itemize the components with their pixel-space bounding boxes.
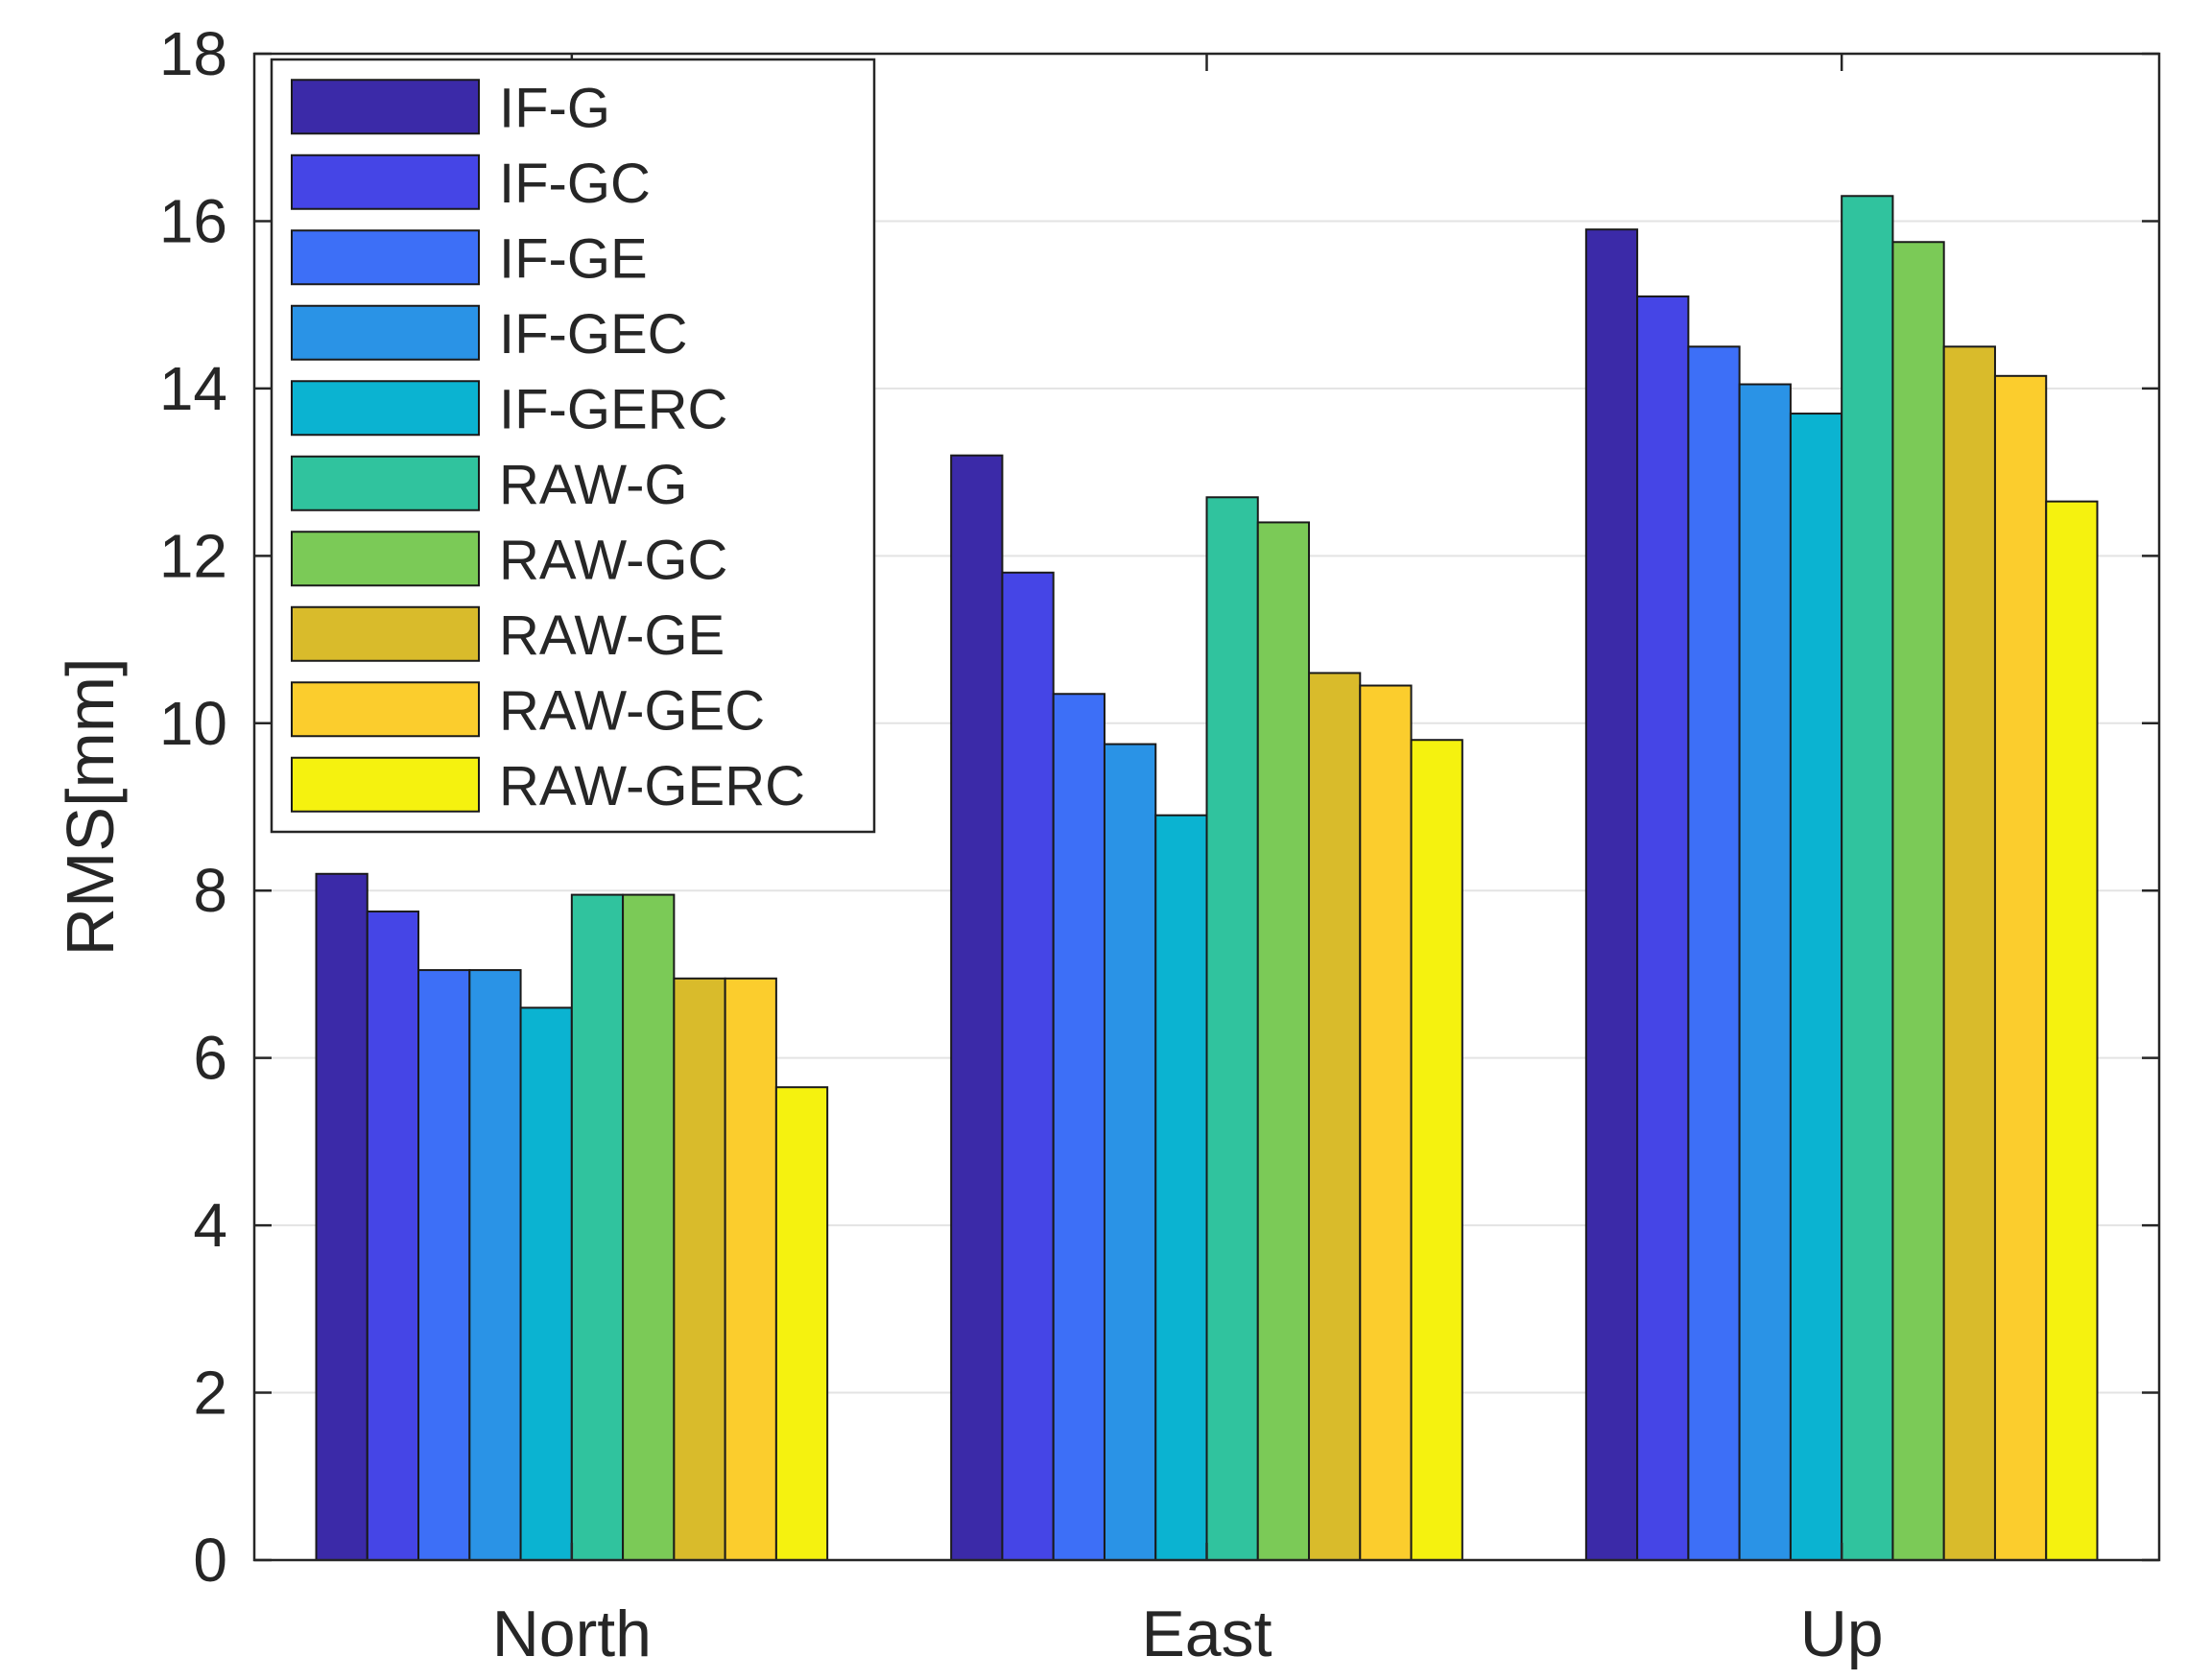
- legend-label: IF-GE: [499, 227, 648, 290]
- legend-swatch-raw-gc: [291, 531, 480, 587]
- y-tick-label: 6: [193, 1024, 227, 1093]
- legend-label: IF-GERC: [499, 378, 727, 440]
- legend-swatch-if-ge: [291, 229, 480, 286]
- bar-raw-ge-north: [673, 977, 726, 1561]
- bar-raw-gec-north: [724, 977, 777, 1561]
- bar-raw-gerc-east: [1410, 739, 1463, 1561]
- legend-swatch-if-gc: [291, 154, 480, 210]
- bars: [315, 195, 2099, 1562]
- bar-if-gerc-east: [1154, 814, 1208, 1561]
- legend-swatch-raw-g: [291, 455, 480, 511]
- legend-label: RAW-GERC: [499, 755, 805, 817]
- bar-raw-g-east: [1205, 496, 1259, 1561]
- x-tick-label: North: [492, 1597, 652, 1670]
- axes: [252, 52, 2161, 1562]
- bar-raw-gc-east: [1256, 521, 1311, 1561]
- bar-if-ge-north: [417, 969, 471, 1561]
- bar-if-gc-up: [1636, 295, 1690, 1561]
- bar-raw-gc-up: [1891, 241, 1945, 1561]
- legend-swatch-if-gec: [291, 304, 480, 361]
- legend-label: RAW-GEC: [499, 679, 765, 742]
- bar-if-g-up: [1584, 228, 1639, 1562]
- legend-swatch-if-g: [291, 79, 480, 135]
- bar-if-ge-east: [1052, 693, 1105, 1561]
- y-tick-label: 4: [193, 1191, 227, 1260]
- y-tick-labels: 0 2 4 6 8 10 12 14 16 18: [159, 19, 227, 1595]
- legend-label: RAW-GE: [499, 604, 725, 667]
- legend-swatch-raw-ge: [291, 605, 480, 662]
- y-tick-label: 14: [159, 354, 227, 423]
- bar-if-gec-east: [1103, 743, 1157, 1561]
- bar-if-gerc-north: [519, 1006, 573, 1562]
- y-tick-label: 18: [159, 19, 227, 88]
- legend: IF-G IF-GC IF-GE IF-GEC IF-GERC RAW-G RAW-GC RA…: [270, 58, 876, 834]
- legend-label: RAW-GC: [499, 529, 727, 591]
- plot-frame: [252, 52, 2161, 1562]
- bar-raw-gec-up: [1993, 374, 2048, 1561]
- y-tick-label: 10: [159, 689, 227, 758]
- bar-if-gc-east: [1001, 571, 1055, 1561]
- bar-raw-ge-up: [1942, 345, 1996, 1561]
- legend-swatch-raw-gec: [291, 681, 480, 738]
- x-tick-label: East: [1141, 1597, 1272, 1670]
- y-tick-label: 8: [193, 856, 227, 925]
- y-tick-label: 16: [159, 186, 227, 255]
- bar-raw-g-up: [1841, 195, 1894, 1561]
- bar-raw-gc-north: [622, 893, 676, 1561]
- bar-raw-gerc-up: [2045, 500, 2099, 1561]
- x-tick-label: Up: [1800, 1597, 1884, 1670]
- bar-if-gc-north: [366, 911, 420, 1561]
- bar-raw-gerc-north: [774, 1086, 829, 1561]
- bar-if-gec-north: [468, 969, 522, 1561]
- bar-if-gec-up: [1738, 383, 1792, 1561]
- bar-if-gerc-up: [1789, 413, 1843, 1561]
- y-axis-label: RMS[mm]: [53, 657, 128, 956]
- bar-if-ge-up: [1687, 345, 1741, 1561]
- legend-label: RAW-G: [499, 454, 688, 516]
- y-tick-label: 0: [193, 1526, 227, 1595]
- legend-label: IF-GEC: [499, 303, 688, 366]
- legend-swatch-raw-gerc: [291, 756, 480, 813]
- bar-raw-g-north: [570, 893, 625, 1561]
- bar-raw-ge-east: [1308, 672, 1362, 1561]
- x-tick-labels: North East Up: [492, 1597, 1884, 1670]
- legend-label: IF-GC: [499, 153, 651, 215]
- y-tick-label: 2: [193, 1359, 227, 1428]
- legend-swatch-if-gerc: [291, 380, 480, 437]
- bar-raw-gec-east: [1359, 684, 1413, 1561]
- bar-if-g-north: [315, 872, 368, 1561]
- y-tick-label: 12: [159, 521, 227, 590]
- legend-label: IF-G: [499, 77, 610, 139]
- bar-if-g-east: [950, 454, 1004, 1562]
